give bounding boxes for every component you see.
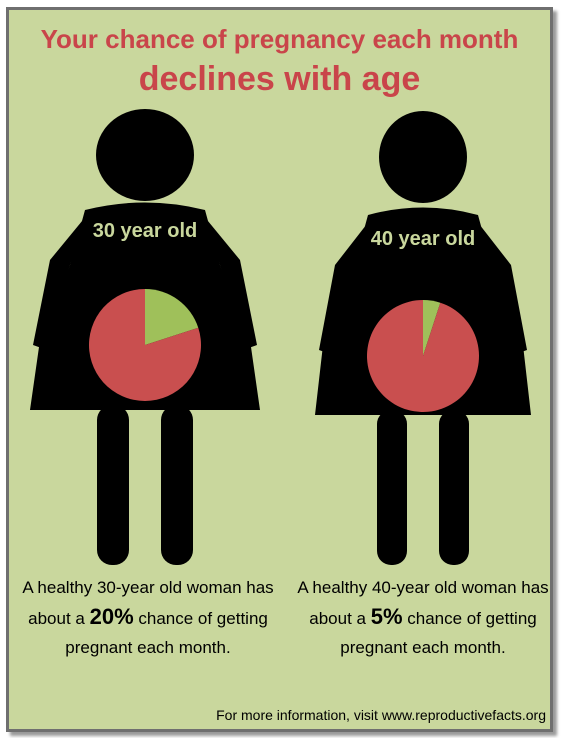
figures-svg: [30, 109, 531, 565]
pie-slice-pregnant: [423, 300, 441, 356]
pie-slice-pregnant: [145, 289, 199, 345]
caption-30-post: chance of getting pregnant each month.: [65, 609, 268, 657]
figure-label-40: 40 year old: [370, 228, 476, 250]
pie-chart-30: [89, 289, 201, 401]
title-line-2: declines with age: [138, 60, 421, 98]
caption-30-pre: A healthy 30-year old woman has about a: [22, 578, 274, 628]
caption-40: A healthy 40-year old woman has about a …: [288, 573, 558, 662]
figure-label-30: 30 year old: [92, 220, 198, 242]
caption-40-percent: 5%: [370, 604, 403, 629]
footer-link-text: For more information, visit www.reproduc…: [216, 707, 546, 723]
caption-40-post: chance of getting pregnant each month.: [340, 609, 537, 657]
pie-slice-remainder: [89, 289, 201, 401]
caption-30: A healthy 30-year old woman has about a …: [13, 573, 283, 662]
caption-40-pre: A healthy 40-year old woman has about a: [297, 578, 549, 628]
pie-slice-remainder: [367, 300, 479, 412]
title-line-1: Your chance of pregnancy each month: [40, 24, 519, 54]
caption-30-percent: 20%: [89, 604, 134, 629]
infographic-frame: Your chance of pregnancy each month decl…: [6, 7, 553, 732]
pie-chart-40: [367, 300, 479, 412]
